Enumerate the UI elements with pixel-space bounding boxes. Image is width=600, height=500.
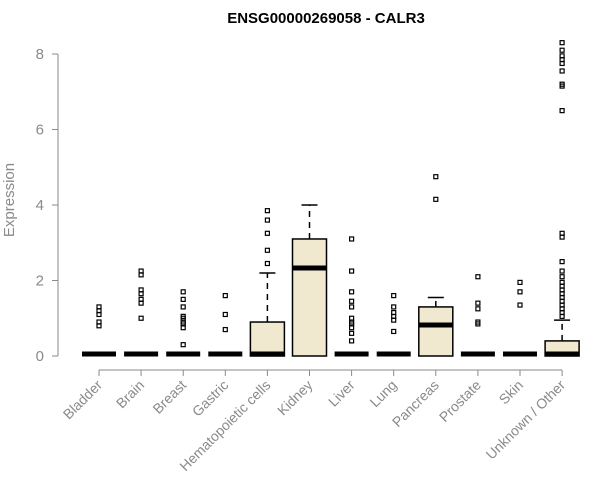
outlier-point xyxy=(264,217,270,223)
box-group xyxy=(82,304,116,357)
box-group xyxy=(544,40,580,357)
x-tick-label: Brain xyxy=(113,377,147,411)
outlier-point xyxy=(475,319,481,325)
outlier-point xyxy=(96,304,102,310)
box-iqr xyxy=(291,238,328,357)
outlier-point xyxy=(559,230,565,236)
outlier-point xyxy=(559,81,565,87)
outlier-point xyxy=(264,247,270,253)
box-iqr xyxy=(418,306,454,357)
outlier-point xyxy=(559,279,565,285)
outlier-point xyxy=(264,208,270,214)
y-axis: 0 2 4 6 8 xyxy=(36,46,59,365)
outlier-point xyxy=(349,268,355,274)
outlier-point xyxy=(349,338,355,344)
y-tick-label: 0 xyxy=(36,348,44,365)
outlier-point xyxy=(138,287,144,293)
outlier-point xyxy=(96,319,102,325)
x-tick-label: Kidney xyxy=(274,377,316,419)
box-group xyxy=(376,293,411,357)
outlier-point xyxy=(433,174,439,180)
x-tick-label: Skin xyxy=(496,377,527,408)
outlier-point xyxy=(391,309,397,316)
y-tick-label: 8 xyxy=(36,46,44,63)
x-tick-label: Unknown / Other xyxy=(483,377,569,463)
box-group xyxy=(418,174,454,357)
plot-area xyxy=(82,40,580,357)
outlier-point xyxy=(349,315,355,321)
y-tick-label: 6 xyxy=(36,122,44,139)
outlier-point xyxy=(349,236,355,242)
outlier-point xyxy=(180,296,186,302)
outlier-point xyxy=(222,293,228,299)
box-group xyxy=(124,268,159,357)
outlier-point xyxy=(517,289,523,295)
outlier-point xyxy=(475,306,481,312)
box-group xyxy=(249,208,286,357)
x-tick-label: Breast xyxy=(149,377,189,417)
outlier-point xyxy=(138,268,144,274)
outlier-point xyxy=(349,330,355,336)
x-tick-label: Liver xyxy=(325,377,358,410)
y-tick-label: 4 xyxy=(36,197,44,214)
outlier-point xyxy=(264,260,270,267)
y-axis-label: Expression xyxy=(1,163,18,237)
outlier-point xyxy=(391,328,397,335)
outlier-point xyxy=(559,268,565,274)
outlier-point xyxy=(517,279,523,285)
x-tick-label: Prostate xyxy=(436,377,484,425)
outlier-point xyxy=(349,289,355,295)
outlier-point xyxy=(391,304,397,310)
box-group xyxy=(208,293,243,357)
outlier-point xyxy=(264,230,270,236)
box-group xyxy=(166,289,201,357)
x-tick-label: Lung xyxy=(366,377,399,410)
box-group xyxy=(291,204,328,357)
outlier-point xyxy=(433,196,439,202)
outlier-point xyxy=(222,326,228,333)
outlier-point xyxy=(559,68,565,74)
outlier-point xyxy=(559,274,565,280)
outlier-point xyxy=(180,304,186,310)
outlier-point xyxy=(180,313,186,319)
outlier-point xyxy=(138,296,144,302)
box-group xyxy=(460,274,495,357)
y-tick-label: 2 xyxy=(36,273,44,290)
outlier-point xyxy=(349,304,355,310)
outlier-point xyxy=(559,108,565,114)
outlier-point xyxy=(138,315,144,321)
x-tick-label: Pancreas xyxy=(389,377,442,430)
box-iqr xyxy=(249,321,286,357)
outlier-point xyxy=(222,311,228,318)
outlier-point xyxy=(559,47,565,53)
box-group xyxy=(334,236,369,357)
outlier-point xyxy=(475,274,481,280)
x-tick-label: Bladder xyxy=(60,377,106,423)
outlier-point xyxy=(559,259,565,265)
outlier-point xyxy=(559,40,565,46)
outlier-point xyxy=(475,300,481,306)
outlier-point xyxy=(180,342,186,348)
box-group xyxy=(503,279,537,357)
outlier-point xyxy=(391,293,397,299)
outlier-point xyxy=(517,302,523,308)
outlier-point xyxy=(559,53,565,59)
chart-title: ENSG00000269058 - CALR3 xyxy=(227,10,425,27)
outlier-point xyxy=(180,289,186,295)
outlier-point xyxy=(349,298,355,304)
